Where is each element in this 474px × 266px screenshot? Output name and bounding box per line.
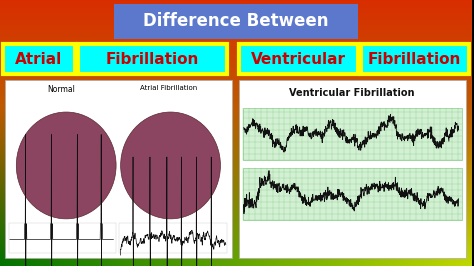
FancyBboxPatch shape	[239, 44, 358, 74]
FancyBboxPatch shape	[114, 4, 358, 39]
FancyBboxPatch shape	[239, 80, 465, 258]
Text: Difference Between: Difference Between	[144, 13, 329, 31]
Text: Ventricular: Ventricular	[251, 52, 346, 66]
FancyBboxPatch shape	[119, 223, 227, 253]
Text: Normal: Normal	[48, 85, 76, 94]
Text: Fibrillation: Fibrillation	[368, 52, 462, 66]
Text: Fibrillation: Fibrillation	[106, 52, 199, 66]
Text: Ventricular Fibrillation: Ventricular Fibrillation	[289, 88, 415, 98]
FancyBboxPatch shape	[243, 108, 462, 160]
Ellipse shape	[121, 112, 220, 219]
FancyBboxPatch shape	[9, 223, 117, 253]
FancyBboxPatch shape	[78, 44, 227, 74]
FancyBboxPatch shape	[361, 44, 468, 74]
Text: Atrial Fibrillation: Atrial Fibrillation	[140, 85, 197, 91]
Text: Atrial: Atrial	[15, 52, 63, 66]
FancyBboxPatch shape	[243, 168, 462, 220]
FancyBboxPatch shape	[5, 80, 232, 258]
FancyBboxPatch shape	[3, 44, 74, 74]
Ellipse shape	[16, 112, 116, 219]
